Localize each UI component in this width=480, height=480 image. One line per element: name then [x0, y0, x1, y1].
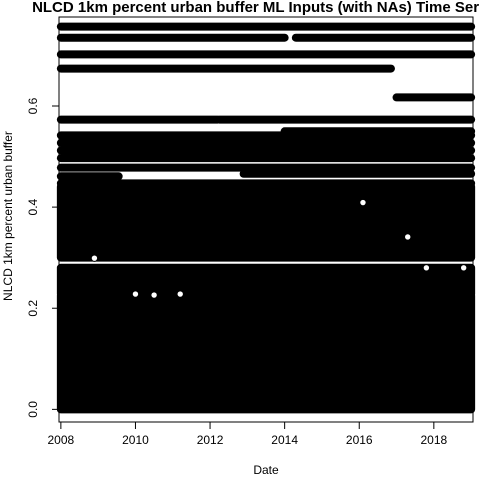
data-point	[90, 254, 99, 262]
data-point	[459, 264, 468, 272]
x-tick-label: 2010	[122, 433, 149, 447]
y-tick-label: 0.4	[26, 198, 40, 215]
data-point	[422, 264, 431, 272]
point-cluster-0	[56, 182, 476, 262]
x-tick-label: 2012	[197, 433, 224, 447]
x-axis: 2008 2010 2012 2014 2016 2018	[48, 421, 448, 447]
point-cluster-1	[56, 263, 476, 299]
x-axis-label: Date	[253, 463, 279, 477]
data-point	[176, 290, 184, 298]
y-tick-label: 0.0	[26, 401, 40, 418]
data-point	[150, 291, 158, 299]
point-cluster-2	[56, 291, 476, 414]
y-tick-label: 0.6	[26, 97, 40, 114]
data-point	[131, 290, 140, 298]
x-tick-label: 2014	[271, 433, 298, 447]
data-point	[359, 198, 367, 207]
y-tick-label: 0.2	[26, 300, 40, 317]
plot-marks	[56, 22, 476, 414]
chart-title: NLCD 1km percent urban buffer ML Inputs …	[32, 0, 480, 16]
x-tick-label: 2016	[346, 433, 373, 447]
y-axis-label: NLCD 1km percent urban buffer	[1, 131, 15, 301]
y-axis: 0.0 0.2 0.4 0.6	[26, 97, 60, 418]
data-point	[404, 233, 412, 241]
x-tick-label: 2008	[48, 433, 75, 447]
x-tick-label: 2018	[420, 433, 447, 447]
